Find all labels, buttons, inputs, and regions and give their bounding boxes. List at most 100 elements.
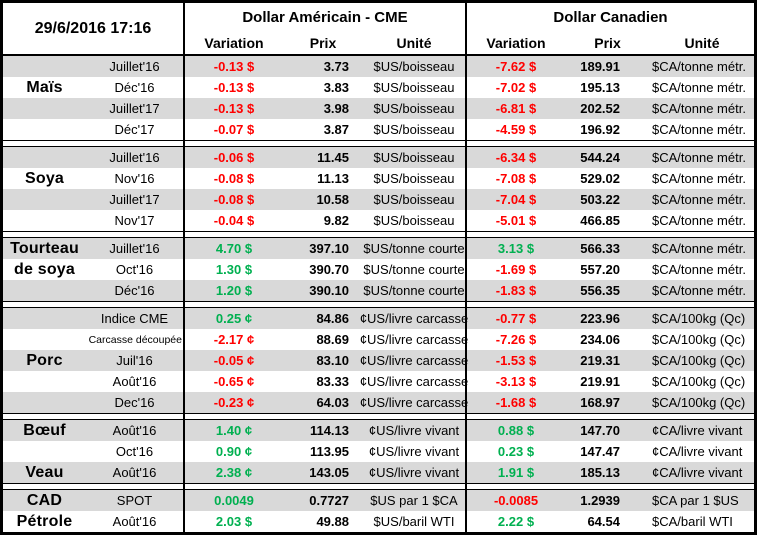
ca-variation-value: 0.88 $ — [465, 420, 565, 441]
ca-price-value: 1.2939 — [580, 493, 620, 508]
ca-price-value: 219.31 — [580, 353, 620, 368]
ca-unit-label: $CA/100kg (Qc) — [652, 374, 746, 389]
ca-unit-label: $CA/tonne métr. — [652, 122, 746, 137]
contract-month: Déc'16 — [114, 80, 155, 95]
us-variation-value: 2.38 ¢ — [183, 462, 283, 483]
contract-month: Août'16 — [112, 514, 157, 529]
ca-unit-label: $CA/tonne métr. — [652, 80, 746, 95]
ca-unit-label: $CA/tonne métr. — [652, 59, 746, 74]
separator-cell — [283, 232, 363, 237]
us-variation-value: 1.30 $ — [183, 259, 283, 280]
commodity-label: de soya — [14, 260, 75, 278]
separator-cell — [183, 414, 283, 419]
contract-month: Juillet'16 — [109, 59, 160, 74]
table-row: Pétrole Août'16 2.03 $ 49.88 $US/baril WTI 2.… — [3, 511, 754, 532]
separator-cell — [283, 302, 363, 307]
us-unit-label: $US/boisseau — [373, 59, 455, 74]
ca-price-value: 196.92 — [580, 122, 620, 137]
us-price-value: 0.7727 — [309, 493, 349, 508]
separator-cell — [3, 414, 86, 419]
ca-unit-label: $CA/tonne métr. — [652, 192, 746, 207]
ca-price-value: 195.13 — [580, 80, 620, 95]
ca-price-value: 529.02 — [580, 171, 620, 186]
us-price-value: 3.73 — [323, 59, 349, 74]
commodity-label — [3, 147, 86, 168]
us-unit-label: $US/boisseau — [373, 122, 455, 137]
us-dollar-group-title: Dollar Américain - CME — [183, 3, 465, 32]
ca-price-value: 168.97 — [580, 395, 620, 410]
table-row: Oct'16 0.90 ¢ 113.95 ¢US/livre vivant 0.23 $… — [3, 441, 754, 462]
ca-price-value: 64.54 — [587, 514, 620, 529]
separator-cell — [3, 232, 86, 237]
separator-cell — [363, 141, 465, 146]
us-price-value: 83.33 — [316, 374, 349, 389]
ca-variation-value: -7.08 $ — [465, 168, 565, 189]
separator-cell — [650, 141, 754, 146]
table-row: Maïs Déc'16 -0.13 $ 3.83 $US/boisseau -7.02 $… — [3, 77, 754, 98]
contract-month: Juil'16 — [116, 353, 153, 368]
ca-variation-value: -1.68 $ — [465, 392, 565, 413]
commodity-label — [3, 98, 86, 119]
ca-variation-value: -4.59 $ — [465, 119, 565, 140]
us-price-value: 9.82 — [323, 213, 349, 228]
us-unit-label: $US/boisseau — [373, 192, 455, 207]
table-row: Déc'16 1.20 $ 390.10 $US/tonne courte -1.83 … — [3, 280, 754, 301]
contract-month: Nov'17 — [114, 213, 155, 228]
separator-cell — [283, 414, 363, 419]
commodity-label: Bœuf — [23, 421, 66, 439]
us-variation-value: -0.13 $ — [183, 98, 283, 119]
separator-cell — [183, 232, 283, 237]
commodity-label — [3, 189, 86, 210]
contract-month: Août'16 — [112, 423, 157, 438]
commodity-label: Tourteau — [10, 239, 79, 257]
ca-unit-label: $CA/100kg (Qc) — [652, 311, 746, 326]
ca-variation-value: -6.81 $ — [465, 98, 565, 119]
separator-cell — [650, 414, 754, 419]
ca-unit-column-header: Unité — [684, 35, 720, 51]
contract-month: Déc'17 — [114, 122, 155, 137]
separator-cell — [363, 414, 465, 419]
us-unit-label: $US/boisseau — [373, 213, 455, 228]
contract-month: Nov'16 — [114, 171, 155, 186]
commodity-label: Porc — [26, 351, 63, 369]
ca-price-value: 557.20 — [580, 262, 620, 277]
separator-cell — [183, 302, 283, 307]
separator-cell — [183, 484, 283, 489]
separator-cell — [465, 414, 565, 419]
table-row: Veau Août'16 2.38 ¢ 143.05 ¢US/livre vivant 1… — [3, 462, 754, 483]
us-unit-label: ¢US/livre carcasse — [359, 311, 469, 326]
us-variation-value: 2.03 $ — [183, 511, 283, 532]
ca-variation-value: -3.13 $ — [465, 371, 565, 392]
ca-price-value: 566.33 — [580, 241, 620, 256]
contract-month: Août'16 — [112, 465, 157, 480]
separator-cell — [86, 302, 183, 307]
us-price-value: 64.03 — [316, 395, 349, 410]
table-row: Nov'17 -0.04 $ 9.82 $US/boisseau -5.01 $ 466.… — [3, 210, 754, 231]
us-variation-value: -0.65 ¢ — [183, 371, 283, 392]
table-body: Juillet'16 -0.13 $ 3.73 $US/boisseau -7.62 $… — [3, 56, 754, 532]
separator-cell — [86, 484, 183, 489]
separator-cell — [3, 484, 86, 489]
us-unit-label: ¢US/livre carcasse — [359, 332, 469, 347]
table-row: Dec'16 -0.23 ¢ 64.03 ¢US/livre carcasse -1.6… — [3, 392, 754, 413]
us-price-value: 84.86 — [316, 311, 349, 326]
commodity-label: Veau — [25, 463, 64, 481]
separator-cell — [283, 484, 363, 489]
ca-variation-value: -0.77 $ — [465, 308, 565, 329]
us-price-column-header: Prix — [309, 35, 337, 51]
us-variation-value: -0.08 $ — [183, 189, 283, 210]
us-price-value: 143.05 — [309, 465, 349, 480]
table-row: CAD SPOT 0.0049 0.7727 $US par 1 $CA -0.0085 1… — [3, 490, 754, 511]
us-variation-value: -0.07 $ — [183, 119, 283, 140]
group-separator — [3, 301, 754, 308]
us-unit-label: $US/boisseau — [373, 80, 455, 95]
us-price-value: 11.45 — [317, 150, 349, 165]
commodity-label — [3, 280, 86, 301]
ca-price-value: 556.35 — [580, 283, 620, 298]
ca-variation-value: -1.53 $ — [465, 350, 565, 371]
contract-month: Oct'16 — [115, 444, 154, 459]
separator-cell — [565, 141, 650, 146]
us-unit-label: $US par 1 $CA — [370, 493, 458, 508]
us-variation-value: 4.70 $ — [183, 238, 283, 259]
us-unit-column-header: Unité — [396, 35, 432, 51]
